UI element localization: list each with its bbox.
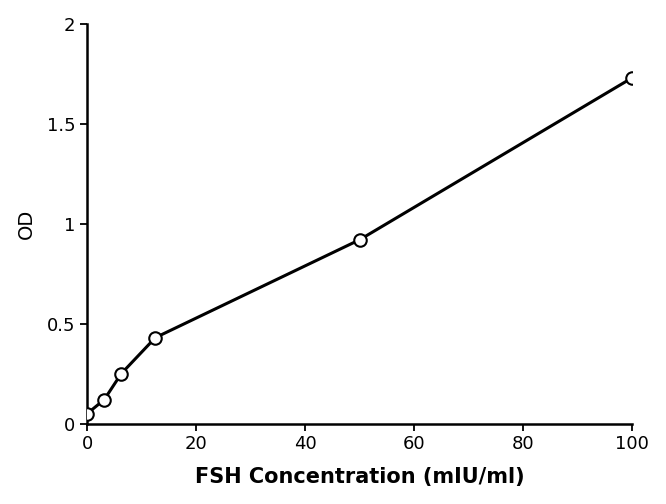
Y-axis label: OD: OD (17, 209, 36, 239)
X-axis label: FSH Concentration (mIU/ml): FSH Concentration (mIU/ml) (195, 467, 525, 487)
